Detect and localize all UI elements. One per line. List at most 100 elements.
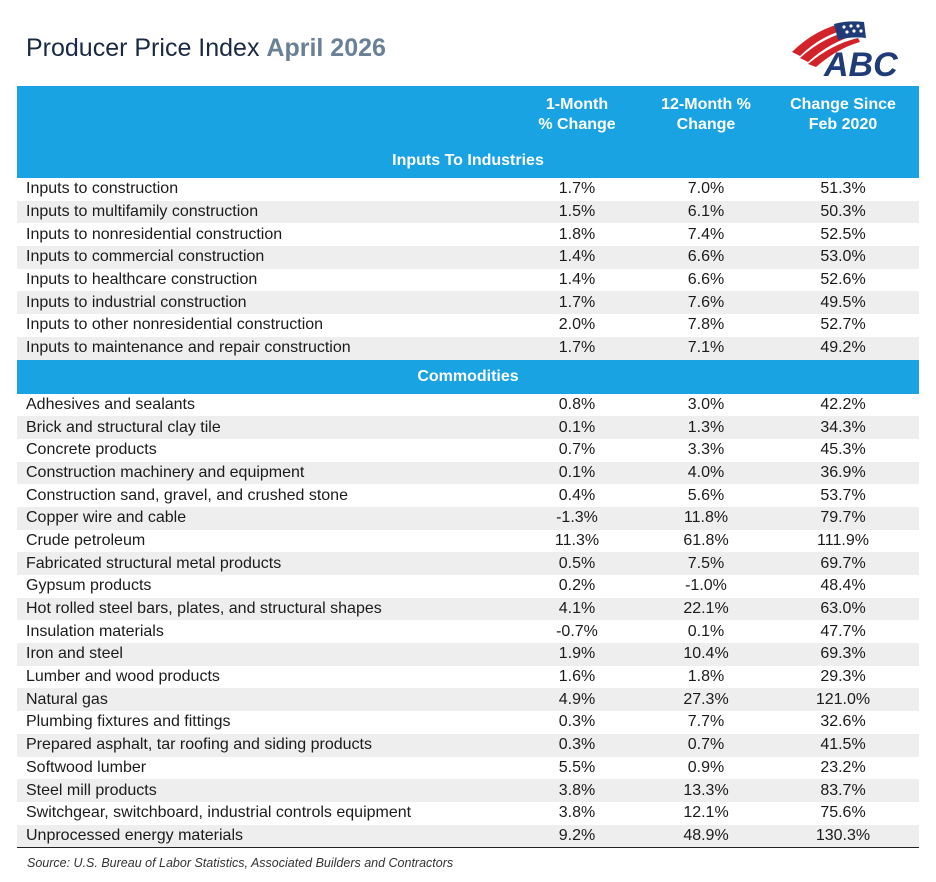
table-row: Switchgear, switchboard, industrial cont… bbox=[17, 801, 919, 825]
row-label: Inputs to construction bbox=[17, 178, 509, 201]
row-label: Inputs to multifamily construction bbox=[17, 200, 509, 224]
cell-1-month: -1.3% bbox=[509, 506, 645, 530]
cell-12-month: 6.6% bbox=[645, 246, 767, 269]
cell-since-feb-2020: 83.7% bbox=[767, 779, 919, 802]
cell-1-month: 5.5% bbox=[509, 756, 645, 780]
cell-1-month: 0.3% bbox=[509, 711, 645, 734]
row-label: Plumbing fixtures and fittings bbox=[17, 711, 509, 734]
cell-since-feb-2020: 53.7% bbox=[767, 484, 919, 507]
cell-1-month: 1.8% bbox=[509, 223, 645, 247]
section-title: Commodities bbox=[17, 359, 919, 394]
abc-logo: ABC bbox=[792, 21, 898, 80]
cell-1-month: 3.8% bbox=[509, 801, 645, 825]
cell-since-feb-2020: 75.6% bbox=[767, 801, 919, 825]
table-row: Crude petroleum 11.3% 61.8% 111.9% bbox=[17, 529, 919, 553]
table-row: Insulation materials -0.7% 0.1% 47.7% bbox=[17, 620, 919, 644]
row-label: Iron and steel bbox=[17, 643, 509, 666]
cell-12-month: 48.9% bbox=[645, 824, 767, 849]
row-label: Construction sand, gravel, and crushed s… bbox=[17, 484, 509, 507]
cell-1-month: -0.7% bbox=[509, 620, 645, 644]
cell-since-feb-2020: 32.6% bbox=[767, 711, 919, 734]
table-row: Softwood lumber 5.5% 0.9% 23.2% bbox=[17, 756, 919, 780]
cell-1-month: 4.1% bbox=[509, 597, 645, 621]
logo-text: ABC bbox=[823, 46, 898, 80]
cell-12-month: 10.4% bbox=[645, 643, 767, 666]
cell-12-month: 7.8% bbox=[645, 314, 767, 337]
cell-12-month: 7.0% bbox=[645, 178, 767, 201]
cell-since-feb-2020: 45.3% bbox=[767, 438, 919, 462]
table-row: Concrete products 0.7% 3.3% 45.3% bbox=[17, 438, 919, 462]
cell-since-feb-2020: 23.2% bbox=[767, 756, 919, 780]
title-main: Producer Price Index bbox=[26, 34, 260, 62]
source-note: Source: U.S. Bureau of Labor Statistics,… bbox=[27, 856, 454, 870]
row-label: Inputs to commercial construction bbox=[17, 246, 509, 269]
cell-1-month: 3.8% bbox=[509, 779, 645, 802]
table-row: Inputs to maintenance and repair constru… bbox=[17, 336, 919, 360]
table-row: Inputs to construction 1.7% 7.0% 51.3% bbox=[17, 178, 919, 201]
cell-12-month: 13.3% bbox=[645, 779, 767, 802]
cell-since-feb-2020: 69.7% bbox=[767, 552, 919, 575]
table-row: Inputs to nonresidential construction 1.8… bbox=[17, 223, 919, 247]
header-since-feb-2020: Change Since Feb 2020 bbox=[767, 86, 919, 144]
cell-12-month: 4.0% bbox=[645, 461, 767, 485]
row-label: Adhesives and sealants bbox=[17, 393, 509, 417]
cell-12-month: 0.9% bbox=[645, 756, 767, 780]
table-row: Construction sand, gravel, and crushed s… bbox=[17, 484, 919, 507]
cell-since-feb-2020: 69.3% bbox=[767, 643, 919, 666]
cell-since-feb-2020: 52.7% bbox=[767, 314, 919, 337]
cell-12-month: 5.6% bbox=[645, 484, 767, 507]
cell-since-feb-2020: 41.5% bbox=[767, 733, 919, 757]
cell-since-feb-2020: 53.0% bbox=[767, 246, 919, 269]
table-row: Iron and steel 1.9% 10.4% 69.3% bbox=[17, 643, 919, 666]
cell-12-month: -1.0% bbox=[645, 575, 767, 598]
table-row: Adhesives and sealants 0.8% 3.0% 42.2% bbox=[17, 393, 919, 417]
row-label: Hot rolled steel bars, plates, and struc… bbox=[17, 597, 509, 621]
table-row: Inputs to other nonresidential construct… bbox=[17, 314, 919, 337]
row-label: Natural gas bbox=[17, 688, 509, 712]
cell-12-month: 7.4% bbox=[645, 223, 767, 247]
cell-12-month: 61.8% bbox=[645, 529, 767, 553]
cell-since-feb-2020: 48.4% bbox=[767, 575, 919, 598]
cell-since-feb-2020: 52.6% bbox=[767, 268, 919, 292]
cell-since-feb-2020: 42.2% bbox=[767, 393, 919, 417]
cell-12-month: 1.8% bbox=[645, 665, 767, 689]
cell-since-feb-2020: 111.9% bbox=[767, 529, 919, 553]
cell-since-feb-2020: 49.5% bbox=[767, 291, 919, 315]
cell-since-feb-2020: 51.3% bbox=[767, 178, 919, 201]
row-label: Inputs to industrial construction bbox=[17, 291, 509, 315]
section-header: Inputs To Industries bbox=[17, 144, 919, 178]
row-label: Copper wire and cable bbox=[17, 506, 509, 530]
cell-since-feb-2020: 50.3% bbox=[767, 200, 919, 224]
cell-since-feb-2020: 34.3% bbox=[767, 416, 919, 439]
row-label: Prepared asphalt, tar roofing and siding… bbox=[17, 733, 509, 757]
row-label: Unprocessed energy materials bbox=[17, 824, 509, 849]
page-title: Producer Price Index April 2026 bbox=[26, 34, 386, 63]
table-row: Inputs to multifamily construction 1.5% 6.… bbox=[17, 200, 919, 224]
row-label: Fabricated structural metal products bbox=[17, 552, 509, 575]
cell-12-month: 3.0% bbox=[645, 393, 767, 417]
ppi-table: 1-Month% Change 12-Month % Change Change … bbox=[17, 86, 919, 849]
cell-12-month: 11.8% bbox=[645, 506, 767, 530]
cell-1-month: 9.2% bbox=[509, 824, 645, 849]
cell-1-month: 1.5% bbox=[509, 200, 645, 224]
row-label: Construction machinery and equipment bbox=[17, 461, 509, 485]
cell-12-month: 3.3% bbox=[645, 438, 767, 462]
table-row: Brick and structural clay tile 0.1% 1.3% 34… bbox=[17, 416, 919, 439]
cell-1-month: 1.7% bbox=[509, 178, 645, 201]
section-title: Inputs To Industries bbox=[17, 144, 919, 178]
table-row: Inputs to commercial construction 1.4% 6.6… bbox=[17, 246, 919, 269]
cell-1-month: 0.8% bbox=[509, 393, 645, 417]
cell-1-month: 11.3% bbox=[509, 529, 645, 553]
section-header: Commodities bbox=[17, 359, 919, 394]
cell-1-month: 1.4% bbox=[509, 246, 645, 269]
cell-12-month: 6.6% bbox=[645, 268, 767, 292]
table-row: Hot rolled steel bars, plates, and struc… bbox=[17, 597, 919, 621]
cell-1-month: 0.3% bbox=[509, 733, 645, 757]
cell-since-feb-2020: 79.7% bbox=[767, 506, 919, 530]
cell-1-month: 0.4% bbox=[509, 484, 645, 507]
cell-1-month: 0.2% bbox=[509, 575, 645, 598]
cell-since-feb-2020: 36.9% bbox=[767, 461, 919, 485]
table-row: Natural gas 4.9% 27.3% 121.0% bbox=[17, 688, 919, 712]
cell-1-month: 4.9% bbox=[509, 688, 645, 712]
table-row: Plumbing fixtures and fittings 0.3% 7.7% 32… bbox=[17, 711, 919, 734]
